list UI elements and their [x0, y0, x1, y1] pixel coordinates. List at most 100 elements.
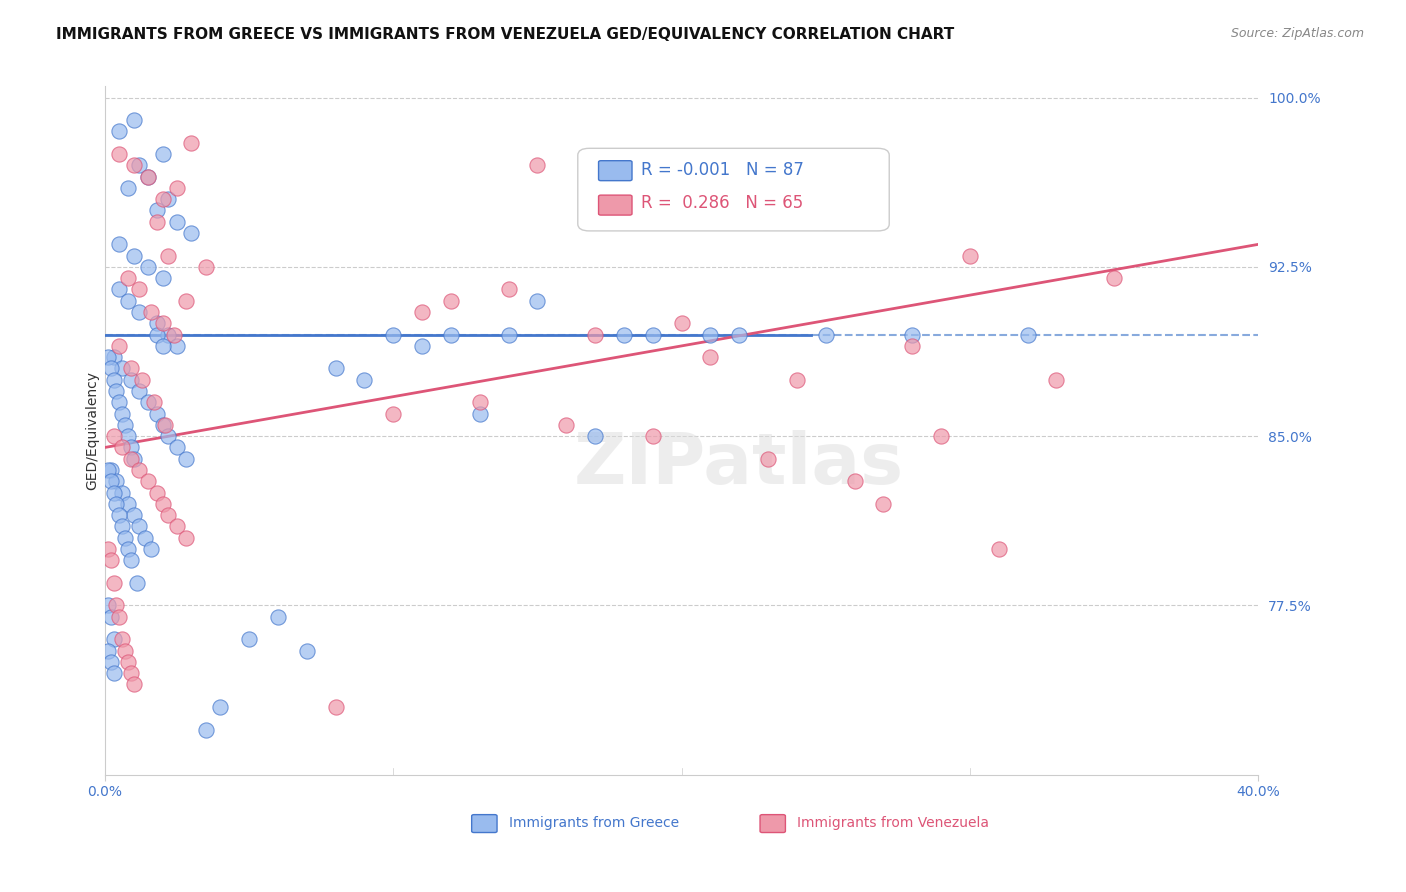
Point [411, 305, 433, 319]
Text: IMMIGRANTS FROM GREECE VS IMMIGRANTS FROM VENEZUELA GED/EQUIVALENCY CORRELATION : IMMIGRANTS FROM GREECE VS IMMIGRANTS FRO… [56, 27, 955, 42]
Point [122, 249, 145, 263]
Point [103, 429, 125, 443]
Point [145, 327, 167, 342]
Point [145, 215, 167, 229]
Point [641, 327, 664, 342]
Point [139, 305, 162, 319]
Point [100, 463, 122, 477]
Point [131, 373, 153, 387]
Point [136, 169, 159, 184]
Point [111, 485, 134, 500]
Point [122, 451, 145, 466]
Point [267, 609, 290, 624]
Point [382, 327, 405, 342]
Point [145, 316, 167, 330]
Point [145, 485, 167, 500]
Point [166, 181, 188, 195]
Point [987, 541, 1010, 556]
Point [411, 339, 433, 353]
Point [103, 485, 125, 500]
FancyBboxPatch shape [578, 148, 889, 231]
Point [756, 451, 779, 466]
Point [325, 700, 347, 714]
Point [583, 429, 606, 443]
Point [120, 451, 142, 466]
Point [157, 192, 180, 206]
Point [166, 519, 188, 533]
Point [136, 169, 159, 184]
Point [699, 350, 721, 364]
Point [145, 203, 167, 218]
Point [209, 700, 232, 714]
Point [128, 384, 150, 398]
Point [108, 283, 131, 297]
Point [468, 407, 491, 421]
Text: Source: ZipAtlas.com: Source: ZipAtlas.com [1230, 27, 1364, 40]
Point [134, 531, 156, 545]
Point [555, 417, 578, 432]
Point [180, 136, 202, 150]
Point [498, 327, 520, 342]
Point [194, 260, 217, 274]
Point [97, 599, 120, 613]
Point [526, 293, 548, 308]
Point [166, 441, 188, 455]
Point [125, 575, 148, 590]
Point [120, 666, 142, 681]
Point [103, 373, 125, 387]
Point [174, 531, 197, 545]
Point [128, 463, 150, 477]
Point [139, 541, 162, 556]
Point [152, 271, 174, 285]
Point [786, 373, 808, 387]
Point [152, 339, 174, 353]
Point [122, 508, 145, 523]
Text: ZIPatlas: ZIPatlas [574, 431, 904, 500]
Point [901, 327, 924, 342]
Point [498, 283, 520, 297]
Point [108, 237, 131, 252]
Point [174, 293, 197, 308]
Point [114, 417, 136, 432]
Point [103, 632, 125, 647]
Point [120, 361, 142, 376]
Point [1102, 271, 1125, 285]
Point [103, 575, 125, 590]
Point [105, 475, 128, 489]
Point [122, 677, 145, 691]
Text: Immigrants from Greece: Immigrants from Greece [509, 816, 679, 830]
Point [111, 361, 134, 376]
Point [108, 609, 131, 624]
Point [120, 373, 142, 387]
Point [728, 192, 751, 206]
Point [382, 407, 405, 421]
FancyBboxPatch shape [761, 814, 786, 832]
Point [111, 407, 134, 421]
Point [100, 609, 122, 624]
Point [105, 384, 128, 398]
Point [145, 407, 167, 421]
Point [814, 327, 837, 342]
Point [166, 215, 188, 229]
Point [128, 283, 150, 297]
Point [238, 632, 260, 647]
Point [100, 655, 122, 669]
Point [108, 124, 131, 138]
Point [117, 181, 139, 195]
Point [111, 519, 134, 533]
Text: R = -0.001   N = 87: R = -0.001 N = 87 [641, 161, 804, 178]
FancyBboxPatch shape [471, 814, 498, 832]
Point [163, 327, 186, 342]
Point [152, 497, 174, 511]
Point [1017, 327, 1039, 342]
Point [117, 293, 139, 308]
Point [728, 327, 751, 342]
Point [583, 327, 606, 342]
Text: R =  0.286   N = 65: R = 0.286 N = 65 [641, 194, 803, 212]
Point [872, 497, 894, 511]
Point [814, 215, 837, 229]
Point [152, 316, 174, 330]
Point [157, 327, 180, 342]
Point [613, 327, 636, 342]
Point [117, 541, 139, 556]
